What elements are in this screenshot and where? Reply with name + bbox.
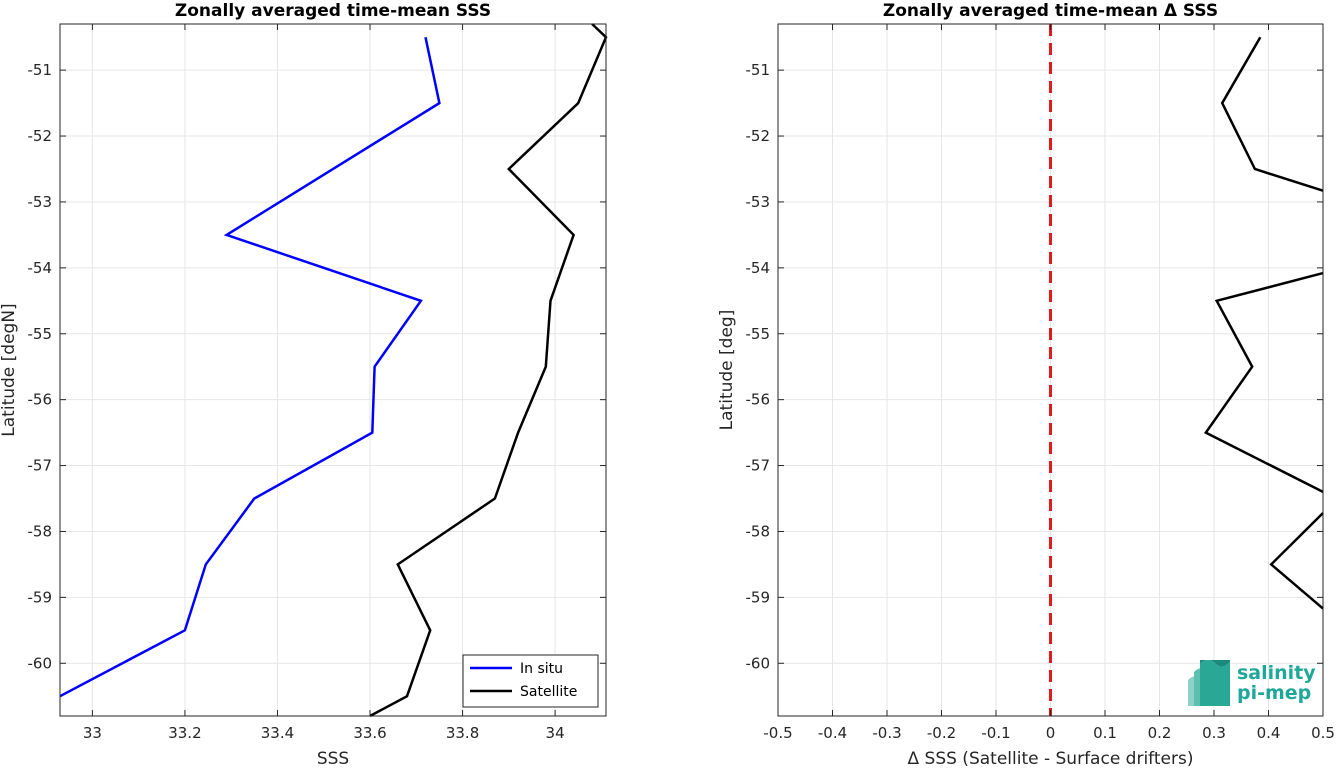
x-tick-label: 0.5	[1311, 724, 1335, 742]
x-tick-label: 33.8	[446, 724, 479, 742]
y-tick-label: -53	[28, 193, 53, 211]
series-group-delta-sss	[1203, 36, 1324, 610]
axes-box-sss	[59, 23, 607, 717]
y-tick-label: -59	[746, 588, 771, 606]
y-axis-label-delta-sss: Latitude [deg]	[717, 310, 737, 431]
x-tick-label: 33.2	[168, 724, 201, 742]
y-tick-label: -53	[746, 193, 771, 211]
salinity-pi-mep-logo: salinity pi-mep	[1188, 660, 1316, 706]
wave-stack-icon	[1188, 660, 1230, 706]
legend-label-satellite: Satellite	[520, 684, 577, 700]
series-line-0	[1220, 36, 1324, 192]
x-tick-label: -0.3	[872, 724, 901, 742]
ticks-delta-sss: -0.5 -0.4 -0.3 -0.2 -0.1 0 0.1 0.2 0.3 0.4 0.5 -51 -…	[746, 24, 1335, 742]
y-tick-label: -59	[28, 588, 53, 606]
x-tick-label: 0.4	[1257, 724, 1281, 742]
series-line-1	[1203, 271, 1324, 494]
y-tick-label: -57	[28, 457, 53, 475]
y-tick-label: -57	[746, 457, 771, 475]
x-tick-label: 34	[546, 724, 565, 742]
x-tick-label: 0	[1046, 724, 1056, 742]
x-axis-label-sss: SSS	[317, 749, 349, 769]
legend: In situ Satellite	[462, 654, 599, 708]
y-tick-label: -51	[28, 61, 53, 79]
y-tick-label: -52	[746, 127, 771, 145]
logo-text-salinity: salinity	[1237, 662, 1316, 684]
y-axis-label-sss: Latitude [degN]	[0, 303, 19, 436]
panel-delta-sss: -0.5 -0.4 -0.3 -0.2 -0.1 0 0.1 0.2 0.3 0.4 0.5 -51 -…	[717, 1, 1335, 769]
ticks-sss: 33 33.2 33.4 33.6 33.8 34 -51 -52 -53 -54 -55 -56 -5…	[28, 24, 606, 742]
panel-sss: 33 33.2 33.4 33.6 33.8 34 -51 -52 -53 -54 -55 -56 -5…	[0, 1, 608, 769]
y-tick-label: -56	[746, 391, 771, 409]
y-tick-label: -54	[28, 259, 53, 277]
series-line-2	[1269, 512, 1324, 610]
y-tick-label: -60	[746, 654, 771, 672]
x-tick-label: 0.3	[1202, 724, 1226, 742]
series-line-in-situ	[59, 36, 441, 698]
y-tick-label: -60	[28, 654, 53, 672]
y-tick-label: -58	[28, 522, 53, 540]
y-tick-label: -54	[746, 259, 771, 277]
y-tick-label: -52	[28, 127, 53, 145]
x-tick-label: 33.4	[261, 724, 294, 742]
series-line-satellite	[369, 23, 608, 718]
grid-lines-sss	[60, 24, 606, 716]
x-tick-label: -0.2	[927, 724, 956, 742]
x-tick-label: -0.1	[981, 724, 1010, 742]
y-tick-label: -55	[746, 325, 771, 343]
chart-title-delta-sss: Zonally averaged time-mean Δ SSS	[883, 1, 1218, 21]
x-axis-label-delta-sss: Δ SSS (Satellite - Surface drifters)	[908, 749, 1194, 769]
series-group-sss	[59, 23, 608, 718]
chart-title-sss: Zonally averaged time-mean SSS	[175, 1, 491, 21]
x-tick-label: 0.2	[1148, 724, 1172, 742]
legend-box	[462, 654, 599, 708]
y-tick-label: -56	[28, 391, 53, 409]
y-tick-label: -51	[746, 61, 771, 79]
x-tick-label: 33	[83, 724, 102, 742]
x-tick-label: -0.5	[763, 724, 792, 742]
x-tick-label: -0.4	[818, 724, 847, 742]
x-tick-label: 33.6	[353, 724, 386, 742]
x-tick-label: 0.1	[1093, 724, 1117, 742]
y-tick-label: -58	[746, 522, 771, 540]
y-tick-label: -55	[28, 325, 53, 343]
legend-label-in-situ: In situ	[520, 661, 563, 677]
logo-text-pi-mep: pi-mep	[1237, 682, 1311, 704]
